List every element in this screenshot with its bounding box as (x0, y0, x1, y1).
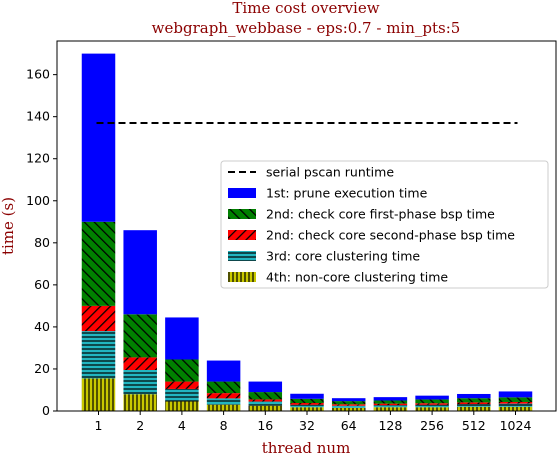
bar-segment-1024-series-2 (498, 401, 533, 404)
x-tick-label-4: 4 (178, 418, 186, 433)
y-tick-label-60: 60 (34, 277, 50, 292)
bar-segment-1-series-2 (81, 305, 116, 332)
y-tick-label-120: 120 (26, 151, 50, 166)
legend-label-1: 1st: prune execution time (266, 186, 428, 201)
legend-label-3: 2nd: check core second-phase bsp time (266, 228, 515, 243)
x-tick-label-8: 8 (220, 418, 228, 433)
bar-segment-1024-series-1 (498, 403, 533, 407)
bar-segment-128-series-1 (373, 405, 408, 408)
chart-title: Time cost overview (232, 0, 379, 17)
bar-segment-2-series-2 (123, 357, 157, 370)
bar-segment-1-series-1 (81, 331, 116, 379)
bar-segment-1024-series-3 (498, 397, 533, 402)
y-tick-label-20: 20 (34, 361, 50, 376)
bar-segment-128-series-4 (373, 397, 408, 401)
bar-segment-8-series-1 (206, 398, 241, 405)
x-tick-label-128: 128 (378, 418, 402, 433)
bar-segment-1-series-4 (81, 53, 116, 222)
bar-segment-64-series-3 (331, 401, 366, 405)
chart-subtitle: webgraph_webbase - eps:0.7 - min_pts:5 (152, 19, 461, 37)
bar-segment-8-series-3 (206, 381, 241, 394)
y-tick-label-160: 160 (26, 67, 50, 82)
bar-segment-256-series-4 (415, 395, 449, 400)
y-tick-label-0: 0 (42, 403, 50, 418)
legend-swatch-2 (228, 209, 256, 219)
x-tick-label-512: 512 (462, 418, 486, 433)
bar-segment-16-series-1 (248, 401, 283, 406)
bar-segment-256-series-3 (415, 399, 449, 404)
y-tick-label-100: 100 (26, 193, 50, 208)
bar-segment-64-series-4 (331, 398, 366, 402)
bar-segment-2-series-3 (123, 314, 157, 358)
legend: serial pscan runtime 1st: prune execution… (220, 160, 549, 289)
bar-segment-8-series-0 (206, 404, 241, 411)
bar-segment-8-series-2 (206, 393, 241, 399)
bar-segment-16-series-3 (248, 392, 283, 400)
bar-segment-2-series-0 (123, 394, 157, 411)
bars-layer (81, 53, 533, 411)
x-tick-label-16: 16 (257, 418, 273, 433)
bar-segment-512-series-0 (457, 406, 491, 411)
bar-segment-4-series-4 (165, 317, 199, 360)
bar-segment-128-series-0 (373, 407, 408, 411)
legend-swatch-5 (228, 272, 256, 282)
bar-segment-1-series-3 (81, 221, 116, 306)
bar-segment-8-series-4 (206, 360, 241, 382)
bar-segment-16-series-2 (248, 399, 283, 402)
bar-segment-128-series-3 (373, 400, 408, 404)
y-tick-label-80: 80 (34, 235, 50, 250)
y-tick-label-140: 140 (26, 109, 50, 124)
x-tick-label-2: 2 (136, 418, 144, 433)
x-tick-label-1024: 1024 (500, 418, 532, 433)
bar-segment-32-series-4 (290, 393, 324, 399)
bar-segment-256-series-0 (415, 407, 449, 411)
bar-segment-32-series-3 (290, 398, 324, 404)
bar-segment-32-series-1 (290, 404, 324, 408)
bar-segment-2-series-4 (123, 230, 157, 315)
bar-segment-2-series-1 (123, 370, 157, 395)
bar-segment-1-series-0 (81, 378, 116, 411)
bar-segment-4-series-3 (165, 359, 199, 382)
bar-segment-32-series-2 (290, 403, 324, 405)
bar-segment-512-series-4 (457, 393, 491, 399)
bar-segment-1024-series-4 (498, 391, 533, 398)
legend-label-4: 3rd: core clustering time (266, 249, 420, 264)
axes-layer: 0 20 40 60 80 100 120 140 160 1 2 4 8 16 32 64 128 256 512… (26, 40, 557, 433)
bar-segment-16-series-4 (248, 381, 283, 393)
y-tick-label-40: 40 (34, 319, 50, 334)
bar-segment-16-series-0 (248, 405, 283, 411)
bar-segment-32-series-0 (290, 407, 324, 411)
bar-segment-64-series-1 (331, 405, 366, 408)
bar-segment-64-series-0 (331, 407, 366, 411)
legend-box (220, 160, 549, 289)
bar-segment-1024-series-0 (498, 406, 533, 411)
bar-segment-512-series-3 (457, 398, 491, 403)
bar-segment-4-series-2 (165, 381, 199, 389)
bar-segment-64-series-2 (331, 404, 366, 406)
legend-swatch-4 (228, 251, 256, 261)
legend-swatch-1 (228, 188, 256, 198)
x-axis-label: thread num (262, 439, 351, 456)
bar-segment-4-series-1 (165, 388, 199, 402)
bar-segment-512-series-1 (457, 404, 491, 407)
bar-segment-256-series-2 (415, 403, 449, 405)
bar-segment-128-series-2 (373, 403, 408, 406)
bar-segment-256-series-1 (415, 404, 449, 408)
x-tick-label-1: 1 (95, 418, 103, 433)
x-tick-label-64: 64 (341, 418, 357, 433)
legend-label-0: serial pscan runtime (266, 165, 394, 180)
legend-swatch-3 (228, 230, 256, 240)
y-axis-label: time (s) (0, 197, 17, 255)
legend-label-2: 2nd: check core first-phase bsp time (266, 207, 495, 222)
bar-segment-512-series-2 (457, 402, 491, 405)
x-tick-label-32: 32 (299, 418, 315, 433)
x-tick-label-256: 256 (420, 418, 444, 433)
bar-segment-4-series-0 (165, 401, 199, 411)
legend-label-5: 4th: non-core clustering time (266, 270, 448, 285)
